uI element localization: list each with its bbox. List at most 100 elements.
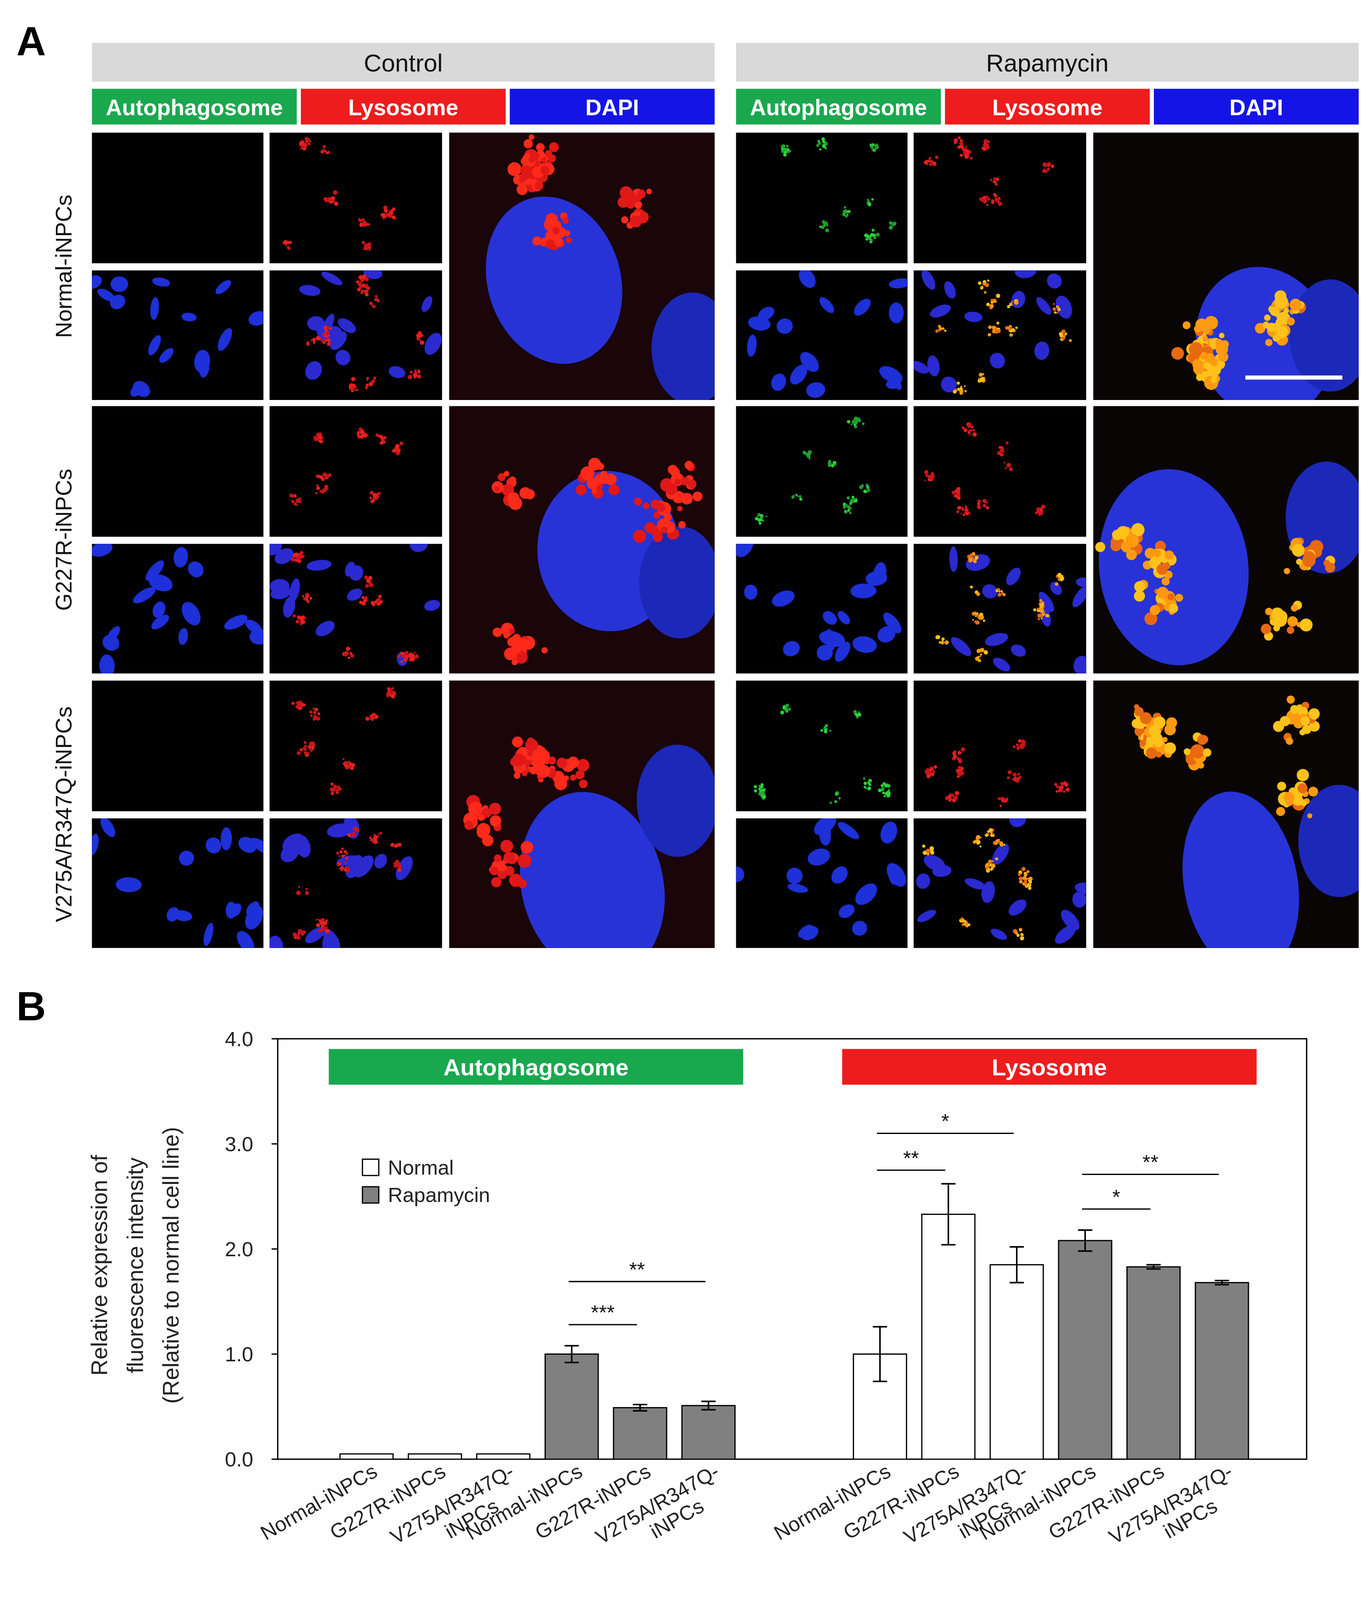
micrograph-nucleus xyxy=(326,328,351,354)
micrograph-dot xyxy=(325,330,330,335)
micrograph-dot xyxy=(786,148,789,151)
micrograph-dot xyxy=(871,148,874,151)
micrograph-dot xyxy=(1188,342,1203,357)
micrograph-content xyxy=(745,270,908,400)
micrograph-nucleus xyxy=(172,546,190,569)
micrograph-dot xyxy=(853,710,857,714)
micrograph-dot xyxy=(296,751,301,756)
micrograph-dot xyxy=(983,505,986,508)
micrograph-nucleus xyxy=(98,654,116,674)
micrograph-nucleus xyxy=(745,334,758,358)
micrograph-dot xyxy=(503,852,516,864)
micrograph-dot xyxy=(318,919,321,922)
micrograph-dot xyxy=(397,868,402,873)
micrograph-dot xyxy=(358,275,363,280)
micrograph-nucleus xyxy=(220,827,233,852)
micrograph-dot xyxy=(994,182,998,185)
micrograph-dot xyxy=(1054,783,1058,786)
micrograph-nucleus xyxy=(888,302,904,324)
micrograph-nucleus xyxy=(636,744,715,857)
micrograph-dot xyxy=(967,430,971,433)
micrograph-nucleus xyxy=(1285,461,1359,575)
micrograph-dot xyxy=(344,862,347,865)
micrograph-dot xyxy=(316,919,319,922)
micrograph-dot xyxy=(301,615,305,619)
micrograph-nucleus xyxy=(371,851,390,872)
micrograph-dot xyxy=(358,218,362,222)
micrograph-dot xyxy=(980,378,984,382)
micrograph-dot xyxy=(390,843,395,848)
micrograph-nucleus xyxy=(361,270,384,281)
micrograph-dot xyxy=(316,717,321,721)
micrograph-content xyxy=(753,703,891,805)
micrograph-dot xyxy=(284,244,287,247)
micrograph-dot xyxy=(982,143,987,148)
micrograph-dot xyxy=(529,151,540,161)
micrograph-dot xyxy=(1205,353,1215,364)
micrograph-dot xyxy=(323,145,326,148)
micrograph-dot xyxy=(670,467,680,478)
micrograph-dot xyxy=(1196,373,1204,381)
micrograph-dot xyxy=(534,181,544,191)
micrograph-dot xyxy=(966,422,971,427)
micrograph-dot xyxy=(518,177,525,184)
micrograph-dot xyxy=(677,506,683,512)
micrograph xyxy=(913,680,1086,812)
micrograph-dot xyxy=(1058,332,1063,337)
micrograph-nucleus xyxy=(1014,270,1038,280)
micrograph-dot xyxy=(929,160,932,163)
micrograph-dot xyxy=(785,708,789,712)
micrograph-dot xyxy=(1260,624,1272,635)
micrograph-dot xyxy=(849,511,852,515)
micrograph-dot xyxy=(364,285,369,289)
micrograph-dot xyxy=(523,139,533,149)
micrograph-dot xyxy=(760,783,764,787)
micrograph-dot xyxy=(336,862,341,867)
micrograph-dot xyxy=(828,459,831,463)
micrograph-nucleus xyxy=(233,928,258,948)
micrograph-dot xyxy=(808,450,812,455)
micrograph-content xyxy=(289,427,404,507)
micrograph-dot xyxy=(681,493,693,505)
micrograph-dot xyxy=(354,386,357,389)
micrograph-content xyxy=(449,680,715,948)
micrograph-dot xyxy=(508,628,515,635)
micrograph-dot xyxy=(1037,613,1042,618)
micrograph-dot xyxy=(824,141,828,145)
micrograph-dot xyxy=(1273,624,1280,632)
micrograph-dot xyxy=(330,783,334,786)
micrograph-dot xyxy=(853,423,856,427)
micrograph-dot xyxy=(956,381,960,385)
channel-label: DAPI xyxy=(585,94,639,120)
micrograph-dot xyxy=(377,841,379,844)
micrograph-dot xyxy=(990,298,994,302)
micrograph-dot xyxy=(978,372,983,377)
micrograph-dot xyxy=(758,522,762,525)
micrograph-dot xyxy=(845,215,848,218)
micrograph-dot xyxy=(863,786,866,789)
micrograph-nucleus xyxy=(879,609,905,637)
micrograph-nucleus xyxy=(193,349,212,374)
channel-header xyxy=(509,88,715,125)
micrograph-dot xyxy=(1303,551,1315,563)
micrograph-dot xyxy=(330,792,335,796)
micrograph-dot xyxy=(997,201,1003,206)
micrograph-dot xyxy=(656,503,666,513)
micrograph-dot xyxy=(821,220,825,224)
micrograph-dot xyxy=(1266,322,1277,333)
micrograph-dot xyxy=(324,475,329,480)
micrograph-dot xyxy=(1291,544,1305,557)
micrograph-dot xyxy=(369,490,374,495)
micrograph-dot xyxy=(390,690,395,695)
channel-header xyxy=(1153,88,1359,125)
micrograph-dot xyxy=(312,711,317,715)
micrograph-dot xyxy=(968,150,972,154)
micrograph-dot xyxy=(1014,300,1019,305)
micrograph xyxy=(736,132,908,264)
micrograph xyxy=(913,543,1086,674)
micrograph-dot xyxy=(1015,326,1018,330)
micrograph-dot xyxy=(1275,325,1288,339)
micrograph-dot xyxy=(976,649,981,654)
micrograph-dot xyxy=(977,499,981,504)
micrograph-dot xyxy=(373,833,376,837)
